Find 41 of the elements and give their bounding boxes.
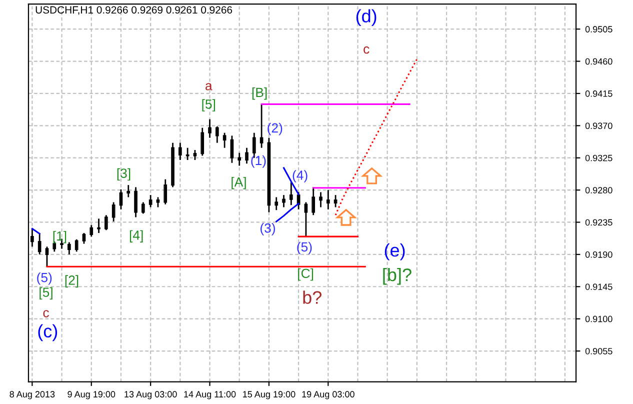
annotation: [3] [117,168,130,181]
chart-title: USDCHF,H1 0.9266 0.9269 0.9261 0.9266 [36,6,232,15]
annotation: (2) [268,122,282,136]
y-tick-label: 0.9190 [585,251,612,258]
annotation: [5] [202,99,216,112]
y-tick-label: 0.9415 [585,90,612,97]
annotation: [5] [40,287,52,300]
annotation: a [206,83,212,90]
annotation: (c) [38,324,58,342]
y-tick-label: 0.9460 [585,58,612,65]
x-tick-label: 9 Aug 19:00 [68,391,116,400]
x-tick-label: 19 Aug 03:00 [302,391,354,400]
annotation: [A] [232,176,246,190]
x-tick-label: 8 Aug 2013 [10,391,55,400]
annotation: [C] [298,268,314,281]
annotation: [b]? [383,268,412,285]
annotation: (d) [356,9,376,26]
annotation: (1) [251,155,266,168]
annotation: (4) [292,170,308,182]
y-tick-label: 0.9145 [585,284,612,290]
annotation: (5) [297,242,312,254]
x-tick-label: 15 Aug 19:00 [243,391,296,400]
y-tick-label: 0.9055 [585,348,612,354]
y-tick-label: 0.9280 [585,187,612,194]
annotation: b? [303,290,322,304]
annotation: [1] [53,230,66,244]
annotation: c [364,46,370,54]
annotation: [2] [65,275,78,288]
y-tick-label: 0.9100 [585,316,612,322]
annotation: [4] [130,230,143,242]
y-tick-label: 0.9370 [585,122,612,130]
annotation: [B] [252,87,267,100]
y-tick-label: 0.9235 [585,219,612,226]
x-tick-label: 13 Aug 03:00 [124,391,177,400]
annotation: c [43,310,49,318]
y-tick-label: 0.9505 [585,26,612,32]
annotation: (e) [384,243,405,260]
y-tick-label: 0.9325 [585,154,612,162]
x-tick-label: 14 Aug 11:00 [184,391,236,400]
annotation: (3) [260,223,276,236]
annotation: (5) [37,272,52,285]
